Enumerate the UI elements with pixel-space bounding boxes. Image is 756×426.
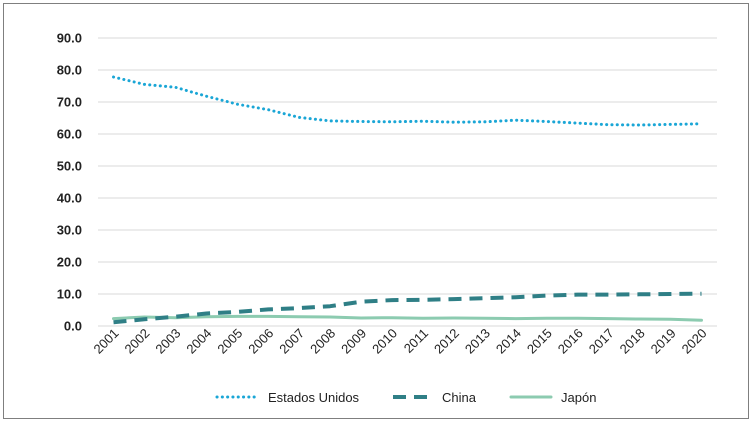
x-tick-label: 2004 — [183, 326, 214, 357]
y-tick-label: 10.0 — [57, 287, 82, 302]
legend-label: Japón — [561, 390, 596, 405]
legend-label: Estados Unidos — [268, 390, 360, 405]
x-tick-label: 2008 — [307, 326, 338, 357]
x-tick-label: 2001 — [91, 326, 122, 357]
x-tick-label: 2015 — [524, 326, 555, 357]
x-tick-label: 2007 — [276, 326, 307, 357]
y-tick-label: 90.0 — [57, 31, 82, 46]
x-tick-label: 2003 — [152, 326, 183, 357]
x-tick-label: 2010 — [369, 326, 400, 357]
x-tick-label: 2011 — [401, 326, 431, 356]
x-tick-label: 2017 — [586, 326, 617, 357]
legend-label: China — [442, 390, 477, 405]
y-tick-label: 70.0 — [57, 95, 82, 110]
x-tick-label: 2006 — [245, 326, 276, 357]
y-tick-label: 30.0 — [57, 223, 82, 238]
x-tick-label: 2019 — [648, 326, 679, 357]
x-tick-label: 2002 — [121, 326, 152, 357]
y-tick-label: 50.0 — [57, 159, 82, 174]
x-tick-label: 2005 — [214, 326, 245, 357]
y-tick-label: 80.0 — [57, 63, 82, 78]
y-tick-label: 0.0 — [64, 319, 82, 334]
legend: Estados Unidos China Japón — [215, 390, 596, 405]
y-axis: 0.0 10.0 20.0 30.0 40.0 50.0 60.0 70.0 80.0 90.0 — [57, 31, 82, 334]
x-tick-label: 2020 — [679, 326, 710, 357]
chart-frame — [3, 3, 749, 419]
x-tick-label: 2013 — [462, 326, 493, 357]
x-tick-label: 2018 — [617, 326, 648, 357]
y-tick-label: 20.0 — [57, 255, 82, 270]
series-line-china — [113, 291, 702, 325]
gridlines — [98, 37, 717, 327]
series-line-japón — [112, 314, 703, 322]
x-tick-label: 2009 — [338, 326, 369, 357]
x-axis: 2001 2002 2003 2004 2005 2006 2007 2008 2009 2010… — [91, 326, 710, 357]
x-tick-label: 2012 — [431, 326, 462, 357]
x-tick-label: 2016 — [555, 326, 586, 357]
y-tick-label: 60.0 — [57, 127, 82, 142]
series-lines — [112, 75, 703, 325]
y-tick-label: 40.0 — [57, 191, 82, 206]
series-line-estados-unidos — [112, 75, 703, 127]
x-tick-label: 2014 — [493, 326, 524, 357]
